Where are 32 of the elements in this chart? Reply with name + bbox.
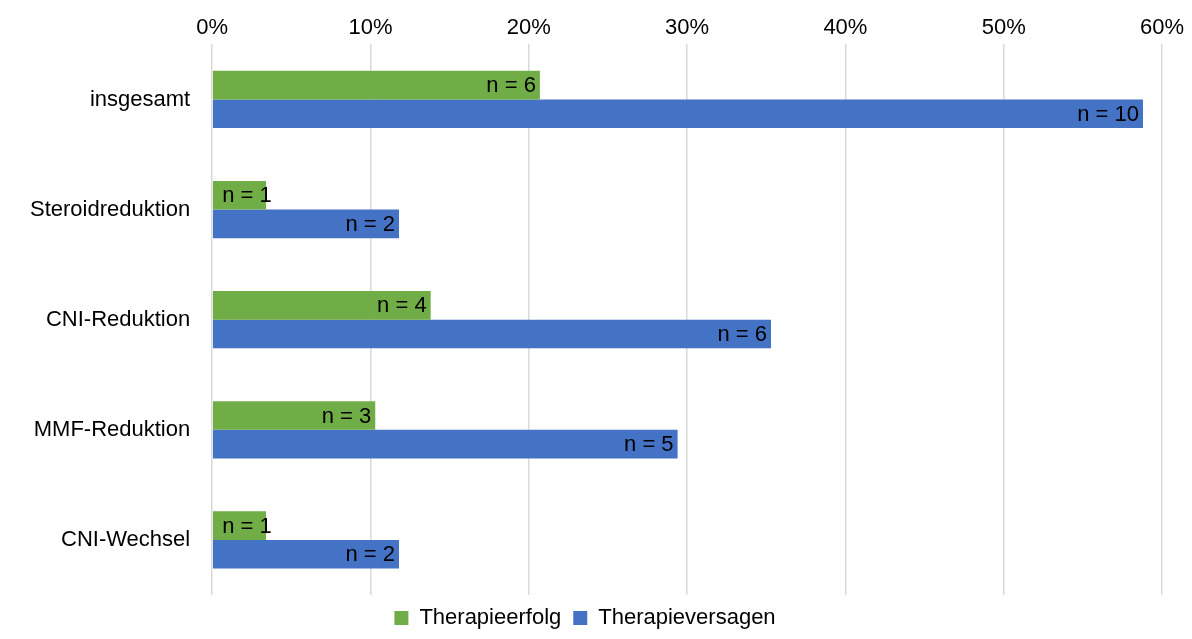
- y-tick-label: insgesamt: [89, 85, 191, 111]
- x-tick-label: 10%: [348, 14, 393, 40]
- y-tick-label: CNI-Wechsel: [61, 526, 191, 551]
- annotation: n = 2: [345, 541, 395, 567]
- annotation: n = 3: [321, 402, 372, 428]
- bar: [212, 319, 771, 349]
- annotation: n = 6: [486, 72, 536, 98]
- x-tick-label: 40%: [823, 14, 868, 40]
- legend-label: Therapieerfolg: [419, 604, 562, 630]
- y-tick-label: MMF-Reduktion: [33, 415, 191, 441]
- annotation: n = 1: [222, 182, 272, 208]
- legend-label: Therapieversagen: [598, 604, 776, 630]
- bar: [212, 401, 376, 430]
- annotation: n = 1: [222, 512, 272, 538]
- bar: [212, 99, 1143, 129]
- annotation: n = 2: [345, 210, 395, 236]
- bar: [212, 291, 431, 320]
- bar: [212, 539, 399, 569]
- bar: [212, 429, 678, 459]
- x-tick-label: 30%: [665, 14, 710, 40]
- x-tick-label: 50%: [981, 14, 1026, 40]
- x-tick-label: 60%: [1139, 14, 1185, 40]
- x-tick-label: 20%: [506, 14, 551, 40]
- bar: [212, 209, 399, 239]
- y-tick-label: Steroidreduktion: [29, 195, 191, 221]
- annotation: n = 4: [377, 292, 427, 318]
- bar: [212, 70, 540, 100]
- annotation: n = 5: [624, 431, 674, 457]
- annotation: n = 10: [1077, 100, 1139, 126]
- annotation: n = 6: [717, 321, 767, 347]
- x-tick-label: 0%: [196, 14, 229, 40]
- y-tick-label: CNI-Reduktion: [45, 305, 191, 331]
